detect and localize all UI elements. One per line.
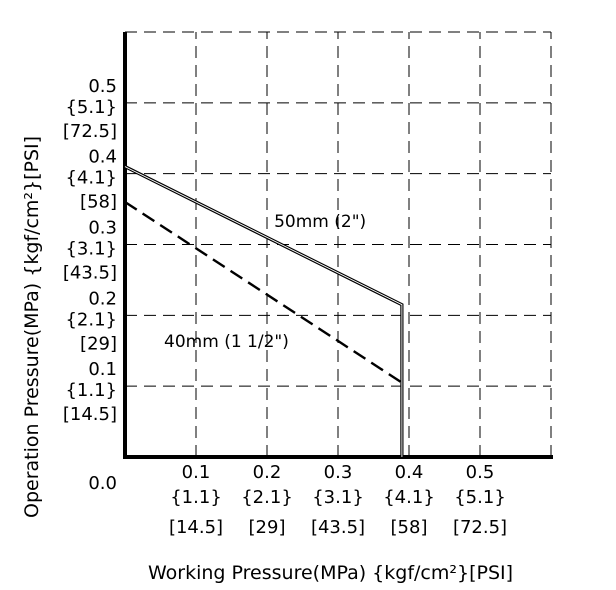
y-tick-mpa: 0.2 (88, 288, 117, 309)
x-tick-labels: 0.1 {1.1} [14.5] 0.2 {2.1} [29] 0.3 {3.1} [43.5]… (169, 462, 507, 538)
axes (123, 32, 553, 459)
y-tick-psi: [14.5] (63, 404, 117, 425)
x-tick-mpa: 0.3 (324, 462, 353, 483)
y-tick-mpa: 0.5 (88, 76, 117, 97)
x-tick-mpa: 0.1 (182, 462, 211, 483)
grid (125, 31, 552, 457)
x-tick-psi: [58] (391, 517, 428, 538)
x-tick-psi: [72.5] (453, 517, 507, 538)
x-tick-mpa: 0.4 (395, 462, 424, 483)
y-tick-mpa: 0.1 (88, 359, 117, 380)
series-layer (124, 165, 404, 457)
x-tick-kgf: {2.1} (241, 487, 293, 508)
x-tick-kgf: {1.1} (170, 487, 222, 508)
y-tick-kgf: {1.1} (65, 380, 117, 401)
series-label-50mm: 50mm (2") (274, 212, 366, 232)
y-tick-kgf: {2.1} (65, 309, 117, 330)
y-tick-psi: [58] (80, 192, 117, 213)
y-tick-psi: [72.5] (63, 121, 117, 142)
y-tick-kgf: {3.1} (65, 239, 117, 260)
x-axis-title: Working Pressure(MPa) {kgf/cm²}[PSI] (148, 562, 513, 584)
x-tick-kgf: {4.1} (383, 487, 435, 508)
y-tick-mpa: 0.3 (88, 218, 117, 239)
series-line-40mm (124, 200, 403, 384)
series-label-40mm: 40mm (1 1/2") (164, 332, 289, 352)
y-tick-kgf: {4.1} (65, 168, 117, 189)
x-tick-mpa: 0.2 (253, 462, 282, 483)
x-tick-mpa: 0.5 (466, 462, 495, 483)
y-tick-mpa: 0.4 (88, 147, 117, 168)
origin-label: 0.0 (88, 473, 117, 494)
x-tick-psi: [43.5] (311, 517, 365, 538)
x-tick-kgf: {5.1} (454, 487, 506, 508)
y-tick-labels: 0.1{1.1} [14.5] 0.2{2.1} [29] 0.3{3.1} [43.5]… (63, 76, 117, 425)
y-tick-psi: [29] (80, 333, 117, 354)
series-line-inner (124, 166, 403, 457)
y-tick-kgf: {5.1} (65, 97, 117, 118)
x-tick-kgf: {3.1} (312, 487, 364, 508)
series-line-50mm (124, 165, 404, 457)
x-tick-psi: [29] (249, 517, 286, 538)
y-axis-title: Operation Pressure(MPa) {kgf/cm²}[PSI] (21, 136, 43, 518)
x-tick-psi: [14.5] (169, 517, 223, 538)
y-tick-psi: [43.5] (63, 263, 117, 284)
